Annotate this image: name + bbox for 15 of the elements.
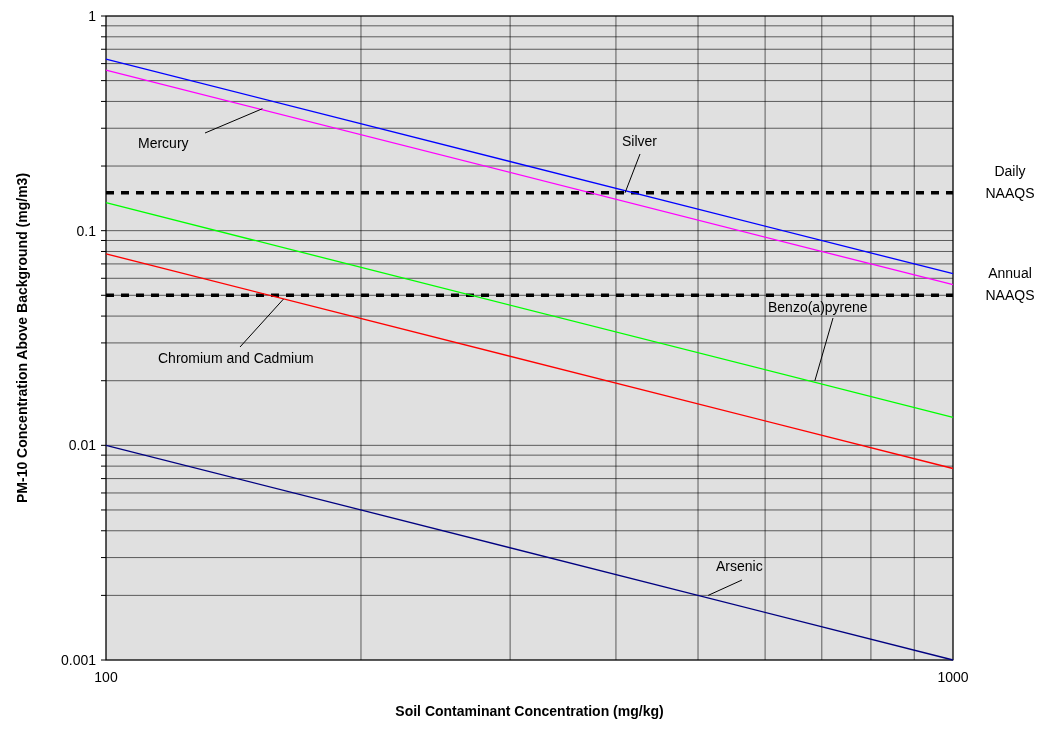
- annotation: Silver: [622, 133, 658, 149]
- annotation: Arsenic: [716, 558, 763, 574]
- y-tick-label: 0.1: [76, 222, 97, 239]
- y-tick-label: 0.01: [68, 437, 97, 454]
- x-tick-label: 100: [94, 669, 118, 685]
- x-axis-title: Soil Contaminant Concentration (mg/kg): [395, 703, 664, 719]
- y-tick-label: 1: [88, 7, 97, 24]
- y-tick-label: 0.001: [60, 651, 97, 668]
- annotation: Mercury: [138, 135, 189, 151]
- annotation: Benzo(a)pyrene: [768, 299, 868, 315]
- ref-line-label: Daily NAAQS: [985, 162, 1035, 201]
- ref-line-label: Annual NAAQS: [985, 265, 1035, 304]
- y-axis-title: PM-10 Concentration Above Background (mg/m3): [14, 172, 30, 504]
- x-tick-label: 1000: [937, 669, 969, 685]
- annotation: Chromium and Cadmium: [158, 350, 314, 366]
